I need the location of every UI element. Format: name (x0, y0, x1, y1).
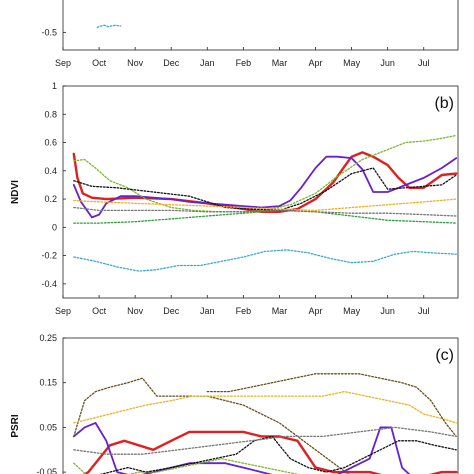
x-tick-label: May (343, 306, 361, 316)
series-line-7 (73, 249, 457, 272)
y-tick-label: 0.05 (39, 422, 57, 432)
x-tick-label: Feb (236, 306, 252, 316)
panel-label: (b) (434, 95, 454, 112)
x-tick-label: Sep (55, 306, 71, 316)
series-line-7 (73, 426, 457, 455)
x-tick-label: Jan (200, 58, 215, 68)
series-line-4 (206, 373, 457, 438)
series-line-6 (73, 198, 457, 212)
y-tick-label: 0.6 (44, 138, 57, 148)
series-line-2 (73, 134, 457, 213)
y-tick-label: -0.2 (41, 251, 57, 261)
x-tick-label: Jan (200, 306, 215, 316)
panel-b: Sep Oct Nov Dec Jan Feb Mar Apr May Jun Jul -0.4 -0.… (10, 81, 459, 316)
y-axis-title: PSRI (10, 414, 21, 438)
y-tick-label: 0.4 (44, 166, 57, 176)
series-line-0 (82, 430, 458, 474)
plot-frame (62, 337, 459, 474)
series-line-5 (73, 458, 300, 474)
panel-a: Sep Oct Nov Dec Jan Feb Mar Apr May Jun Jul -0.5 (41, 0, 459, 68)
y-axis-title: NDVI (10, 180, 21, 204)
panel-label: (c) (435, 347, 454, 364)
plot-frame (62, 0, 459, 51)
x-tick-label: Sep (55, 58, 71, 68)
x-tick-label: Nov (127, 306, 144, 316)
x-tick-label: Mar (272, 306, 288, 316)
series-line-6 (99, 435, 457, 474)
y-tick-label: 1 (52, 81, 57, 91)
y-tick-label: 0.2 (44, 194, 57, 204)
y-tick-label: -0.4 (41, 279, 57, 289)
x-tick-label: Dec (163, 306, 180, 316)
series-line-0 (72, 151, 458, 213)
series-line-1 (72, 422, 411, 474)
x-tick-label: Jul (418, 58, 430, 68)
x-tick-label: Nov (127, 58, 144, 68)
x-tick-label: Mar (272, 58, 288, 68)
x-tick-label: May (343, 58, 361, 68)
y-tick-label: -0.5 (41, 27, 57, 37)
x-tick-label: Jun (380, 306, 395, 316)
x-tick-label: Dec (163, 58, 180, 68)
x-tick-label: Oct (92, 58, 107, 68)
x-tick-label: Jul (418, 306, 430, 316)
series-line-4 (73, 167, 457, 212)
x-tick-label: Jun (380, 58, 395, 68)
series-line-0 (96, 24, 122, 29)
y-tick-label: 0.25 (39, 333, 57, 343)
x-tick-label: Apr (309, 58, 323, 68)
y-tick-label: 0 (52, 222, 57, 232)
series-line-5 (73, 206, 457, 217)
y-tick-label: -0.05 (36, 467, 57, 474)
x-tick-label: Oct (92, 306, 107, 316)
series-line-1 (72, 155, 458, 219)
x-tick-label: Apr (309, 306, 323, 316)
series-line-3 (73, 390, 457, 424)
panel-c: -0.05 0.05 0.15 0.25 PSRI (c) (10, 333, 459, 474)
y-tick-label: 0.8 (44, 109, 57, 119)
y-tick-label: 0.15 (39, 378, 57, 388)
series-line-3 (73, 209, 457, 224)
x-tick-label: Feb (236, 58, 252, 68)
plot-frame (62, 85, 459, 299)
